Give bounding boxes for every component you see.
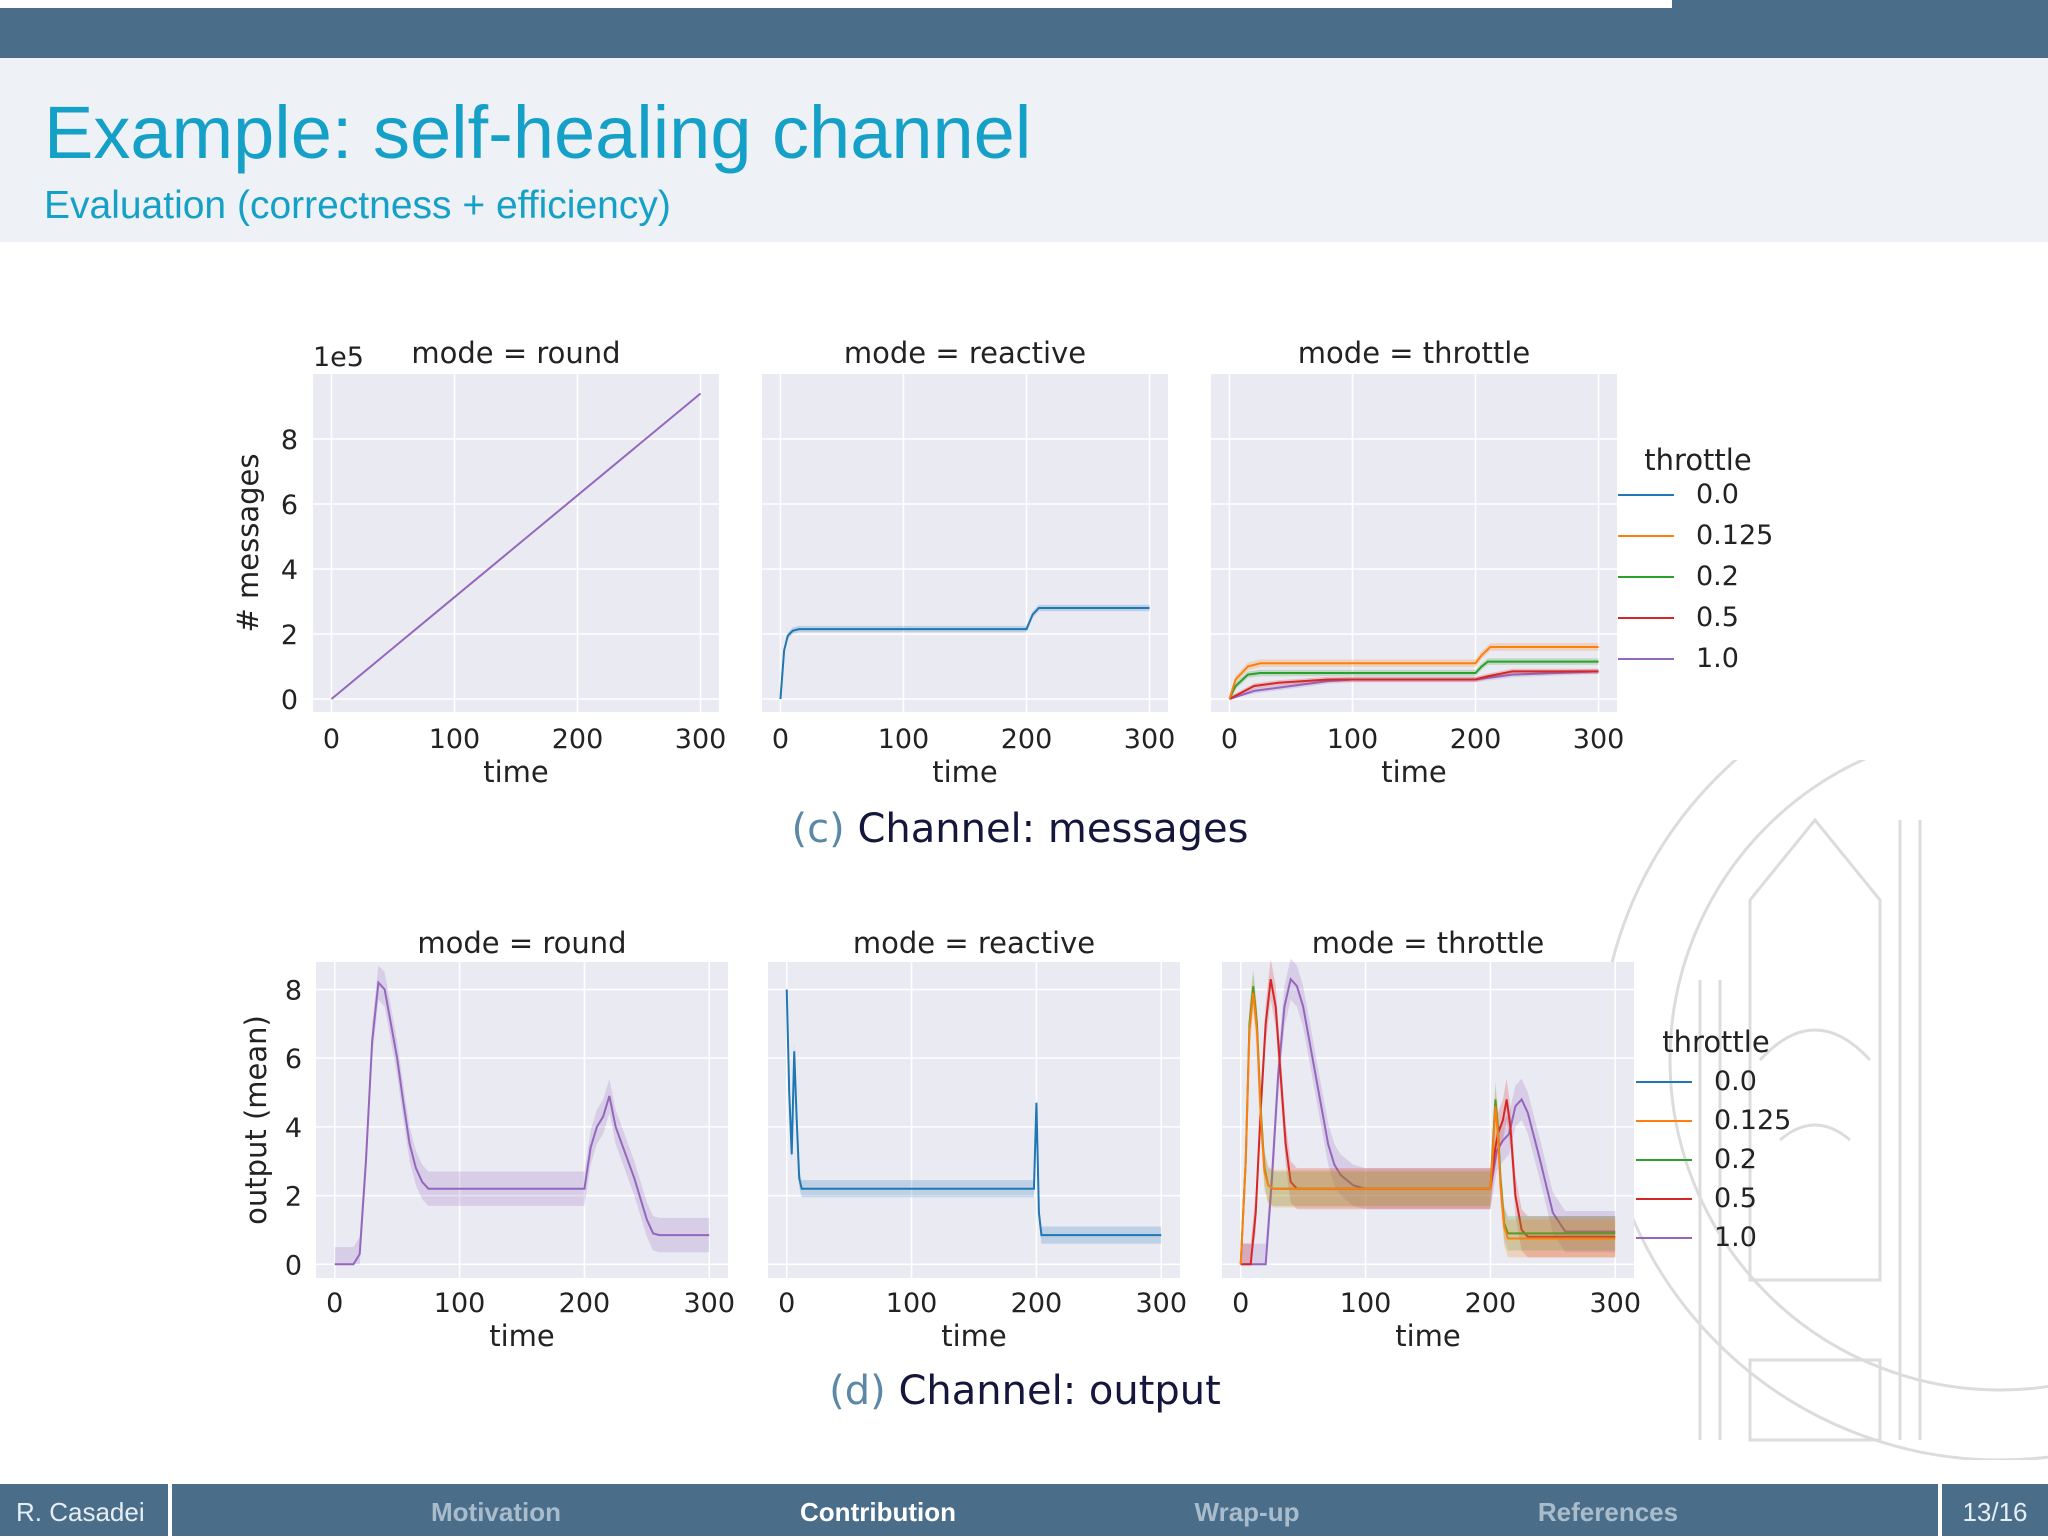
y-tick-label: 0 <box>285 1250 302 1281</box>
y-tick-label: 8 <box>281 425 298 456</box>
legend-entry-label: 1.0 <box>1714 1222 1757 1253</box>
x-axis-label: time <box>1381 755 1447 789</box>
x-tick-label: 0 <box>778 1288 795 1319</box>
legend-title: throttle <box>1644 443 1751 477</box>
legend-entry-label: 0.5 <box>1714 1183 1757 1214</box>
series-confidence-band <box>786 980 1162 1244</box>
y-tick-label: 4 <box>285 1113 302 1144</box>
legend-title: throttle <box>1662 1025 1769 1059</box>
footer-bar: R. Casadei Motivation Contribution Wrap-… <box>0 1484 2048 1536</box>
y-axis-label: # messages <box>231 454 265 633</box>
caption-label: (d) <box>829 1368 898 1414</box>
footer-nav-contribution[interactable]: Contribution <box>800 1497 956 1527</box>
x-tick-label: 300 <box>675 724 727 755</box>
figure-caption: (d) Channel: output <box>829 1368 1221 1414</box>
x-tick-label: 0 <box>326 1288 343 1319</box>
panel-title: mode = round <box>411 336 620 370</box>
x-tick-label: 100 <box>878 724 930 755</box>
footer-author: R. Casadei <box>0 1484 172 1536</box>
x-tick-label: 0 <box>1221 724 1238 755</box>
x-tick-label: 0 <box>1232 1288 1249 1319</box>
plot-panel-background <box>762 374 1168 712</box>
legend-entry-label: 0.0 <box>1714 1066 1757 1097</box>
x-tick-label: 300 <box>1135 1288 1187 1319</box>
x-tick-label: 200 <box>1011 1288 1063 1319</box>
x-axis-label: time <box>941 1319 1007 1353</box>
series-confidence-band <box>1229 643 1599 699</box>
x-tick-label: 0 <box>323 724 340 755</box>
x-tick-label: 100 <box>1340 1288 1392 1319</box>
x-tick-label: 100 <box>429 724 481 755</box>
y-axis-label: output (mean) <box>239 1015 273 1225</box>
series-line <box>779 607 1150 700</box>
x-tick-label: 100 <box>434 1288 486 1319</box>
x-axis-label: time <box>483 755 549 789</box>
plot-panel-background <box>316 962 728 1278</box>
slide-subtitle: Evaluation (correctness + efficiency) <box>44 184 671 227</box>
legend-entry-label: 0.125 <box>1714 1105 1791 1136</box>
footer-nav-motivation[interactable]: Motivation <box>431 1497 561 1527</box>
series-line <box>1239 992 1616 1265</box>
y-axis-scale-note: 1e5 <box>313 342 364 373</box>
series-confidence-band <box>1240 974 1616 1265</box>
footer-nav-wrap-up[interactable]: Wrap-up <box>1194 1497 1300 1527</box>
plot-panel-background <box>313 374 719 712</box>
plot-panel-background <box>768 962 1180 1278</box>
x-axis-label: time <box>489 1319 555 1353</box>
x-tick-label: 0 <box>772 724 789 755</box>
y-tick-label: 6 <box>285 1044 302 1075</box>
panel-title: mode = throttle <box>1312 926 1544 960</box>
top-bar <box>0 8 2048 58</box>
x-axis-label: time <box>1395 1319 1461 1353</box>
figure-caption: (c) Channel: messages <box>792 806 1249 852</box>
panel-title: mode = reactive <box>853 926 1095 960</box>
caption-label: (c) <box>792 806 858 852</box>
x-tick-label: 100 <box>1327 724 1379 755</box>
x-tick-label: 300 <box>683 1288 735 1319</box>
plot-panel-background <box>1211 374 1617 712</box>
panel-title: mode = round <box>417 926 626 960</box>
x-tick-label: 200 <box>1450 724 1502 755</box>
y-tick-label: 6 <box>281 490 298 521</box>
series-line <box>334 980 710 1266</box>
series-line <box>330 392 702 700</box>
series-line <box>1240 977 1616 1266</box>
plot-panel-background <box>1222 962 1634 1278</box>
legend-entry-label: 1.0 <box>1696 643 1739 674</box>
x-tick-label: 100 <box>886 1288 938 1319</box>
legend-entry-label: 0.125 <box>1696 520 1773 551</box>
x-tick-label: 200 <box>559 1288 611 1319</box>
x-tick-label: 200 <box>552 724 604 755</box>
series-line <box>1228 646 1599 700</box>
caption-text: Channel: messages <box>857 806 1248 852</box>
slide-title: Example: self-healing channel <box>44 91 1032 174</box>
y-tick-label: 4 <box>281 555 298 586</box>
y-tick-label: 0 <box>281 685 298 716</box>
y-tick-label: 2 <box>281 620 298 651</box>
footer-nav-references[interactable]: References <box>1537 1497 1679 1527</box>
x-axis-label: time <box>932 755 998 789</box>
panel-title: mode = reactive <box>844 336 1086 370</box>
y-tick-label: 8 <box>285 975 302 1006</box>
legend-entry-label: 0.5 <box>1696 602 1739 633</box>
series-line <box>1228 660 1599 700</box>
x-tick-label: 200 <box>1001 724 1053 755</box>
y-tick-label: 2 <box>285 1182 302 1213</box>
legend-entry-label: 0.2 <box>1696 561 1739 592</box>
top-bar-accent <box>1672 0 2048 8</box>
footer-page-number: 13/16 <box>1938 1484 2048 1536</box>
series-line <box>785 989 1162 1237</box>
legend-entry-label: 0.0 <box>1696 479 1739 510</box>
x-tick-label: 300 <box>1573 724 1625 755</box>
series-line <box>1228 670 1599 700</box>
x-tick-label: 300 <box>1589 1288 1641 1319</box>
series-confidence-band <box>1240 968 1616 1265</box>
x-tick-label: 200 <box>1465 1288 1517 1319</box>
legend-entry-label: 0.2 <box>1714 1144 1757 1175</box>
caption-text: Channel: output <box>898 1368 1220 1414</box>
slide-header <box>0 58 2048 242</box>
x-tick-label: 300 <box>1124 724 1176 755</box>
panel-title: mode = throttle <box>1298 336 1530 370</box>
